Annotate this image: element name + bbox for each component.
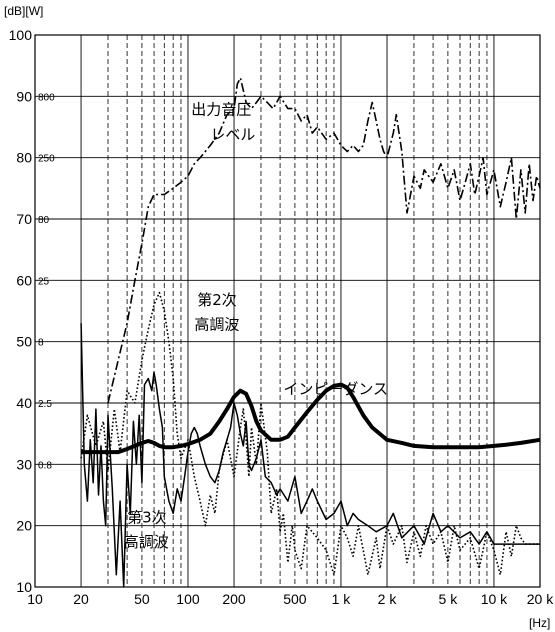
annotation-label: 第3次 [127, 509, 167, 527]
y-tick-sublabel: 25 [38, 276, 50, 287]
x-unit-label: [Hz] [529, 616, 550, 630]
annotation-label: レベル [210, 125, 255, 143]
x-tick-label: 50 [134, 591, 150, 607]
x-tick-label: 20 k [527, 591, 554, 607]
y-tick-sublabel: 8 [38, 338, 44, 349]
y-tick-label: 70 [16, 211, 32, 227]
y-tick-label: 40 [16, 395, 32, 411]
y-tick-sublabel: 80 [38, 215, 50, 226]
annotation-label: 第2次 [197, 291, 237, 309]
series-line [81, 382, 541, 455]
y-tick-label: 90 [16, 88, 32, 104]
x-tick-label: 2 k [378, 591, 398, 607]
y-tick-label: 30 [16, 456, 32, 472]
grid [35, 35, 540, 587]
y-tick-sublabel: 0.8 [38, 460, 52, 471]
annotation-label: インピーダンス [283, 380, 388, 398]
annotation-label: 出力音圧 [191, 101, 251, 119]
y-tick-label: 20 [16, 518, 32, 534]
y-tick-label: 100 [9, 27, 33, 43]
x-tick-label: 500 [283, 591, 307, 607]
y-tick-label: 60 [16, 272, 32, 288]
plot-frame [34, 34, 541, 588]
y-tick-label: 80 [16, 150, 32, 166]
y-tick-label: 50 [16, 334, 32, 350]
y-tick-sublabel: 800 [38, 92, 55, 103]
series-line [80, 291, 540, 576]
y-unit-label: [dB][W] [4, 4, 43, 18]
x-tick-label: 100 [176, 591, 200, 607]
x-tick-label: 10 k [481, 591, 508, 607]
series-layer [80, 77, 541, 588]
x-tick-label: 1 k [332, 591, 352, 607]
tick-labels: 10 20 50 100 200 500 1 k 2 k 5 k 10 k 20 k 10 20 30 0.… [9, 27, 555, 607]
x-tick-label: 5 k [439, 591, 459, 607]
y-tick-sublabel: 2.5 [38, 399, 52, 410]
annotation-label: 高調波 [194, 315, 239, 333]
x-tick-label: 20 [73, 591, 89, 607]
x-tick-label: 200 [222, 591, 246, 607]
y-tick-label: 10 [16, 579, 32, 595]
y-tick-sublabel: 250 [38, 154, 55, 165]
x-tick-label: 10 [27, 591, 43, 607]
series-line [80, 323, 540, 588]
annotation-label: 高調波 [124, 533, 169, 551]
series-line [107, 77, 541, 404]
